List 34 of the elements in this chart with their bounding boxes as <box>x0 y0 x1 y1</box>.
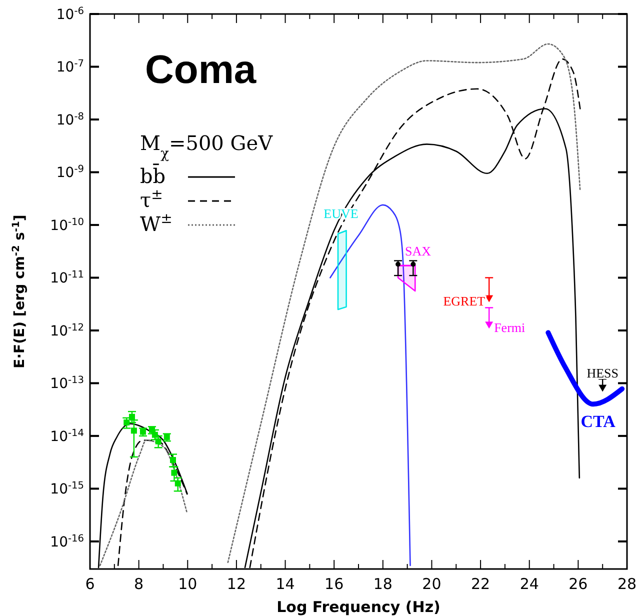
y-tick-label: 10$^{-13}$ <box>50 374 84 392</box>
x-tick-label: 26 <box>568 575 588 593</box>
x-tick-label: 20 <box>422 575 442 593</box>
x-tick-label: 12 <box>226 575 246 593</box>
x-tick-label: 6 <box>85 575 95 593</box>
text: Coma <box>145 48 257 92</box>
legend-title: M$_{χ}$=500 GeV <box>140 131 274 162</box>
legend-label: τ$^{±}$ <box>140 187 163 212</box>
y-tick-label: 10$^{-16}$ <box>50 532 84 550</box>
series-label: EGRET <box>443 294 486 309</box>
x-axis-title: Log Frequency (Hz) <box>276 598 440 616</box>
x-tick-label: 28 <box>617 575 637 593</box>
series-label: CTA <box>580 412 616 432</box>
y-tick-label: 10$^{-11}$ <box>50 269 84 287</box>
series-label: Fermi <box>494 320 526 336</box>
series-label: SAX <box>405 244 432 259</box>
y-tick-label: 10$^{-10}$ <box>50 216 84 234</box>
x-tick-label: 14 <box>276 575 295 593</box>
x-tick-label: 24 <box>520 575 539 593</box>
y-tick-label: 10$^{-6}$ <box>56 6 84 23</box>
x-tick-label: 8 <box>134 575 144 593</box>
y-tick-label: 10$^{-14}$ <box>50 427 84 445</box>
legend-label: W$^{±}$ <box>140 211 172 236</box>
y-tick-label: 10$^{-8}$ <box>56 110 84 128</box>
y-tick-label: 10$^{-9}$ <box>56 164 84 182</box>
y-tick-label: 10$^{-12}$ <box>50 322 84 340</box>
x-tick-label: 16 <box>324 575 344 593</box>
series-label: HESS <box>586 365 618 380</box>
x-tick-label: 10 <box>178 575 198 593</box>
y-tick-label: 10$^{-15}$ <box>50 480 84 498</box>
x-tick-label: 18 <box>373 575 392 593</box>
y-tick-label: 10$^{-7}$ <box>56 58 84 76</box>
x-tick-label: 22 <box>471 575 490 593</box>
legend-label: bb̄ <box>140 164 166 188</box>
